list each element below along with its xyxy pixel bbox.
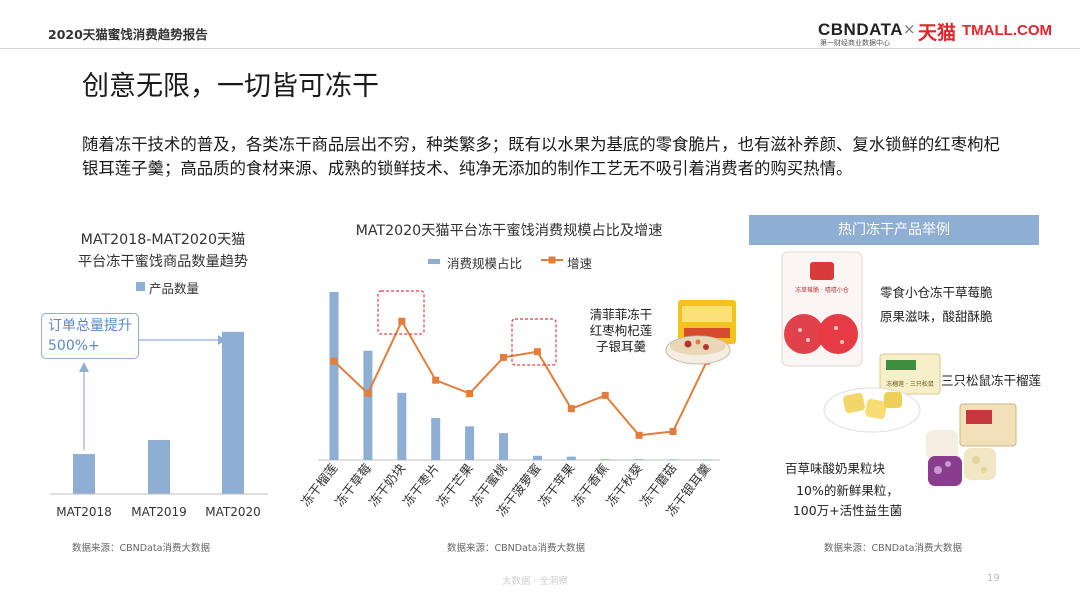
left-legend-swatch: [136, 282, 145, 291]
middle-chart-title: MAT2020天猫平台冻干蜜饯消费规模占比及增速: [355, 223, 663, 239]
mid-bar-冻干奶块: [397, 392, 407, 460]
middle-source: 数据来源：CBNData消费大数据: [447, 543, 585, 554]
strawberry-package-text: 冻草莓脆 · 嘻嘻小仓: [795, 286, 849, 294]
mid-bar-冻干苹果: [566, 456, 576, 460]
report-title: 2020天猫蜜饯消费趋势报告: [48, 27, 208, 42]
product-label-yogurt: 百草味酸奶果粒块: [785, 461, 886, 476]
strawberry-crisp-package-image: 冻草莓脆 · 嘻嘻小仓: [781, 251, 863, 367]
growth-point-冻干秋葵: [635, 431, 643, 439]
growth-point-冻干蘑菇: [669, 428, 677, 435]
tmall-logo-en: TMALL.COM: [962, 22, 1052, 39]
left-x-tick: MAT2019: [131, 505, 187, 519]
callout-connector-head: [218, 335, 226, 345]
left-bar-MAT2020: [222, 331, 244, 494]
page-number: 19: [987, 573, 1000, 584]
logo-separator: ×: [903, 20, 916, 38]
mid-bar-冻干草莓: [363, 350, 373, 460]
mid-bar-冻干菠萝蜜: [532, 455, 542, 460]
callout-text: 订单总量提升500%+: [48, 318, 132, 354]
hot-products-banner: 热门冻干产品举例: [749, 215, 1039, 245]
footer-watermark: 大数据 · 全洞察: [502, 576, 569, 587]
product-detail-strawberry: 原果滋味，酸甜酥脆: [880, 309, 993, 324]
highlight-box-boluomi: [511, 318, 557, 366]
mid-bar-冻干秋葵: [634, 459, 644, 460]
product-label-durian: 三只松鼠冻干榴莲: [941, 373, 1042, 388]
highlight-box-naikuai: [377, 290, 425, 335]
growth-point-冻干苹果: [567, 405, 575, 413]
middle-legend-bar-swatch: [428, 259, 440, 264]
intro-paragraph: 随着冻干技术的普及，各类冻干商品层出不穷，种类繁多；既有以水果为基底的零食脆片，…: [82, 135, 1000, 178]
product-callout-text: 清菲菲冻干红枣枸杞莲子银耳羹: [589, 307, 653, 354]
middle-legend-line-swatch: [541, 256, 563, 264]
growth-point-冻干枣片: [432, 376, 440, 384]
mid-bar-冻干香蕉: [600, 459, 610, 460]
growth-point-冻干蜜桃: [500, 353, 507, 361]
growth-point-冻干香蕉: [601, 391, 609, 399]
page-headline: 创意无限，一切皆可冻干: [82, 71, 379, 102]
left-legend-label: 产品数量: [149, 281, 200, 296]
header-divider: [0, 48, 1080, 49]
yiner-geng-product-image: [665, 300, 736, 365]
left-chart-title-line2: 平台冻干蜜饯商品数量趋势: [77, 254, 249, 270]
mid-bar-冻干蘑菇: [668, 459, 678, 461]
yogurt-fruit-cube-image: [926, 403, 1017, 486]
cbndata-logo: CBNDATA: [818, 20, 904, 39]
tmall-logo: 天猫: [918, 22, 957, 44]
growth-line: [333, 319, 708, 437]
growth-point-冻干草莓: [364, 390, 372, 397]
middle-legend-bar-label: 消费规模占比: [447, 256, 523, 271]
mid-bar-冻干银耳羹: [702, 459, 712, 461]
callout-arrow-head: [79, 362, 89, 372]
right-source: 数据来源：CBNData消费大数据: [824, 543, 962, 554]
cbndata-logo-subtitle: 第一财经商业数据中心: [820, 39, 890, 47]
mid-bar-冻干蜜桃: [499, 433, 508, 460]
callout-box: 订单总量提升500%+: [41, 313, 139, 359]
growth-point-冻干榴莲: [330, 357, 338, 365]
growth-point-冻干芒果: [466, 390, 474, 397]
left-x-tick: MAT2018: [56, 505, 112, 519]
durian-package-image: 冻榴莲 · 三只松鼠: [823, 353, 941, 433]
product-detail-yogurt: 10%的新鲜果粒，100万+活性益生菌: [792, 483, 903, 518]
growth-point-冻干奶块: [398, 317, 406, 325]
left-x-tick: MAT2020: [205, 505, 261, 519]
left-bar-MAT2018: [73, 454, 95, 494]
growth-point-冻干菠萝蜜: [533, 348, 541, 356]
left-bar-MAT2019: [148, 439, 170, 494]
left-chart-title-line1: MAT2018-MAT2020天猫: [80, 232, 246, 248]
mid-bar-冻干榴莲: [329, 292, 339, 460]
durian-package-text: 冻榴莲 · 三只松鼠: [886, 380, 934, 388]
mid-bar-冻干芒果: [465, 426, 475, 460]
left-source: 数据来源：CBNData消费大数据: [72, 543, 210, 554]
mid-bar-冻干枣片: [431, 418, 441, 460]
middle-legend-line-label: 增速: [567, 256, 593, 271]
product-label-strawberry: 零食小仓冻干草莓脆: [880, 285, 993, 300]
